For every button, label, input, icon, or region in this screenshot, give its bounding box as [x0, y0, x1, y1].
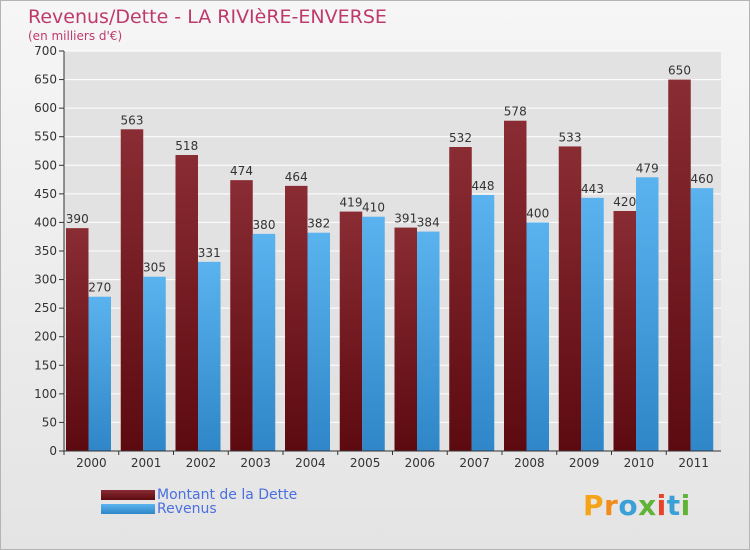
bar-revenue — [417, 231, 440, 451]
x-tick-label: 2000 — [76, 456, 107, 470]
bar-debt — [230, 180, 253, 451]
bar-revenue — [143, 276, 166, 451]
bar-debt — [175, 155, 198, 451]
bar-debt — [285, 185, 308, 451]
bar-debt — [449, 147, 472, 451]
bar-revenue — [581, 197, 604, 451]
x-tick-label: 2004 — [295, 456, 326, 470]
x-tick-label: 2003 — [240, 456, 271, 470]
legend-label-revenue: Revenus — [157, 501, 217, 517]
data-label-revenue: 448 — [472, 179, 495, 193]
bar-revenue — [88, 296, 111, 451]
bar-revenue — [636, 177, 659, 452]
data-label-revenue: 443 — [581, 182, 604, 196]
bar-debt — [394, 227, 417, 451]
proxiti-logo: Proxiti — [583, 489, 691, 522]
bar-debt — [339, 211, 363, 451]
data-label-debt: 518 — [175, 139, 198, 153]
data-label-debt: 578 — [504, 105, 527, 119]
bar-revenue — [198, 261, 221, 451]
y-tick-label: 400 — [34, 215, 57, 229]
y-tick-label: 200 — [34, 330, 57, 344]
legend-swatch-debt — [101, 490, 155, 500]
bar-revenue — [471, 195, 495, 451]
data-label-debt: 532 — [449, 131, 472, 145]
x-tick-label: 2001 — [131, 456, 162, 470]
data-label-debt: 390 — [66, 212, 89, 226]
bar-revenue — [307, 232, 330, 451]
data-label-revenue: 410 — [362, 201, 385, 215]
y-tick-label: 600 — [34, 101, 57, 115]
bar-revenue — [252, 233, 276, 451]
x-tick-label: 2007 — [459, 456, 490, 470]
bar-debt — [504, 120, 527, 451]
y-tick-label: 650 — [34, 73, 57, 87]
data-label-revenue: 380 — [253, 218, 276, 232]
y-tick-label: 500 — [34, 158, 57, 172]
y-tick-label: 550 — [34, 130, 57, 144]
x-tick-label: 2006 — [405, 456, 436, 470]
data-label-debt: 391 — [394, 212, 417, 226]
y-tick-label: 0 — [49, 444, 57, 458]
y-tick-label: 50 — [42, 415, 57, 429]
legend-item-revenue: Revenus — [101, 501, 217, 517]
y-tick-label: 100 — [34, 387, 57, 401]
legend-item-debt: Montant de la Dette — [101, 487, 297, 503]
bar-revenue — [690, 188, 714, 451]
data-label-debt: 563 — [121, 113, 144, 127]
data-label-debt: 419 — [340, 196, 363, 210]
bar-debt — [668, 79, 691, 452]
x-tick-label: 2005 — [350, 456, 381, 470]
y-tick-label: 300 — [34, 273, 57, 287]
x-tick-label: 2010 — [624, 456, 655, 470]
bar-revenue — [526, 222, 549, 451]
y-tick-label: 350 — [34, 244, 57, 258]
legend-swatch-revenue — [101, 504, 155, 514]
y-tick-label: 250 — [34, 301, 57, 315]
y-tick-label: 700 — [34, 44, 57, 58]
bar-debt — [558, 146, 582, 451]
data-label-revenue: 384 — [417, 216, 440, 230]
x-tick-label: 2008 — [514, 456, 545, 470]
data-label-debt: 474 — [230, 164, 253, 178]
data-label-revenue: 270 — [88, 281, 111, 295]
bar-debt — [613, 211, 636, 451]
data-label-revenue: 331 — [198, 246, 221, 260]
data-label-debt: 420 — [613, 195, 636, 209]
data-label-debt: 464 — [285, 170, 308, 184]
data-label-revenue: 460 — [691, 172, 714, 186]
legend-label-debt: Montant de la Dette — [157, 487, 298, 503]
bar-debt — [120, 129, 144, 452]
y-tick-label: 450 — [34, 187, 57, 201]
chart-title: Revenus/Dette - LA RIVIèRE-ENVERSE — [28, 6, 387, 28]
y-tick-label: 150 — [34, 358, 57, 372]
data-label-revenue: 305 — [143, 261, 166, 275]
data-label-debt: 533 — [559, 130, 582, 144]
data-label-revenue: 382 — [307, 217, 330, 231]
x-tick-label: 2009 — [569, 456, 600, 470]
bar-debt — [66, 228, 89, 451]
x-tick-label: 2011 — [678, 456, 709, 470]
data-label-revenue: 400 — [526, 206, 549, 220]
bar-revenue — [362, 216, 385, 451]
data-label-revenue: 479 — [636, 161, 659, 175]
x-tick-label: 2002 — [186, 456, 217, 470]
data-label-debt: 650 — [668, 64, 691, 78]
chart-subtitle: (en milliers d'€) — [28, 29, 123, 43]
